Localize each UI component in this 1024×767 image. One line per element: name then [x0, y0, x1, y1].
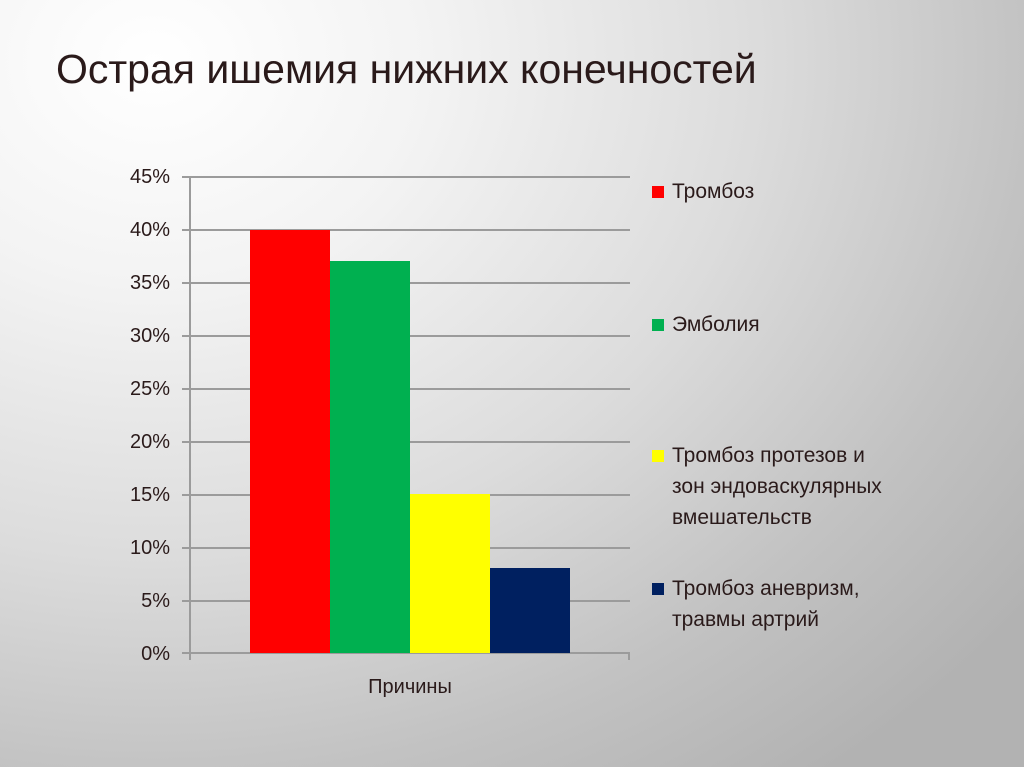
x-axis-tick: [628, 652, 630, 660]
legend-swatch-navy: [652, 583, 664, 595]
bar-embolism: [330, 261, 410, 653]
y-tick-label: 40%: [129, 219, 170, 241]
y-tick-label: 5%: [141, 590, 170, 612]
slide-title: Острая ишемия нижних конечностей: [56, 46, 757, 92]
y-tick-label: 25%: [129, 378, 170, 400]
y-tick-label: 45%: [129, 166, 170, 188]
bar-thrombosis: [250, 230, 330, 653]
y-tick-label: 10%: [129, 537, 170, 559]
x-axis-line: [182, 652, 630, 654]
gridline-40: [182, 229, 630, 231]
y-tick-label: 35%: [129, 272, 170, 294]
y-tick-label: 15%: [129, 484, 170, 506]
x-category-label: Причины: [368, 676, 452, 698]
legend-label: Тромбоз: [672, 180, 755, 203]
y-axis-line: [189, 176, 191, 660]
legend-label: Эмболия: [672, 313, 760, 336]
legend-swatch-red: [652, 186, 664, 198]
legend-swatch-green: [652, 319, 664, 331]
y-tick-label: 0%: [141, 643, 170, 665]
y-tick-label: 30%: [129, 325, 170, 347]
legend-label: Тромбоз аневризм, травмы артрий: [672, 577, 860, 631]
y-tick-label: 20%: [129, 431, 170, 453]
legend-label: Тромбоз протезов и зон эндоваскулярных в…: [672, 444, 882, 529]
bar-aneurysm-thrombosis: [490, 568, 570, 653]
gridline-45: [182, 176, 630, 178]
bar-prosthesis-thrombosis: [410, 494, 490, 653]
legend-swatch-yellow: [652, 450, 664, 462]
